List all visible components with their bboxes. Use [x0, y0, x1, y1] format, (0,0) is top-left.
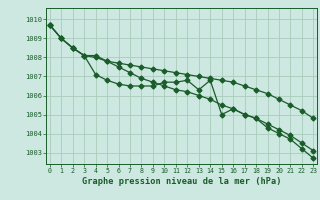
X-axis label: Graphe pression niveau de la mer (hPa): Graphe pression niveau de la mer (hPa) — [82, 177, 281, 186]
